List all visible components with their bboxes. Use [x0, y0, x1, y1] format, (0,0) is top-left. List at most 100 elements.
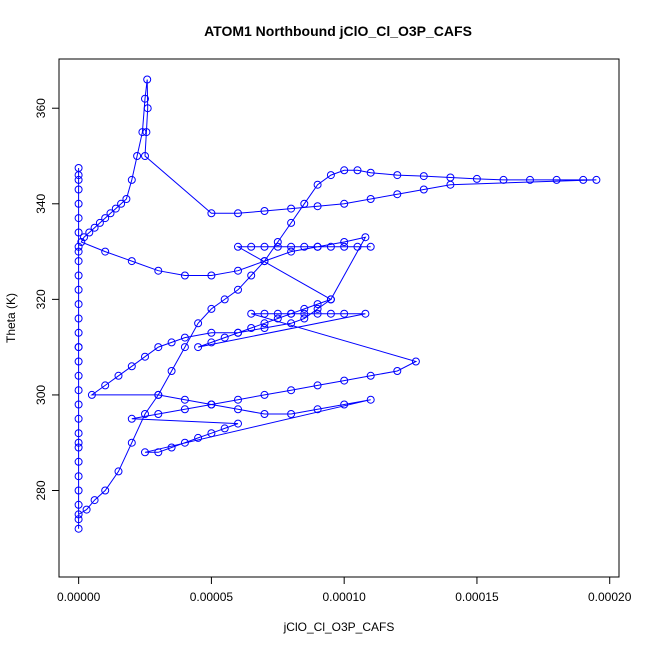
data-point [207, 328, 216, 337]
data-point [300, 199, 309, 208]
data-point [326, 295, 335, 304]
data-point [101, 381, 110, 390]
data-point [313, 202, 322, 211]
data-point [260, 390, 269, 399]
plot-frame [58, 58, 620, 578]
y-tick-label: 320 [34, 289, 48, 309]
data-point [300, 242, 309, 251]
data-point [393, 171, 402, 180]
data-point [361, 233, 370, 242]
data-point [74, 515, 83, 524]
data-point [180, 333, 189, 342]
data-point [247, 324, 256, 332]
y-axis: 280 300 320 340 360 [34, 98, 60, 501]
data-point [300, 309, 309, 318]
data-point [138, 128, 147, 137]
data-point [207, 271, 216, 280]
data-point [260, 242, 269, 251]
data-point [180, 271, 189, 280]
data-point [287, 386, 296, 395]
data-point [592, 175, 601, 184]
data-point [300, 304, 309, 313]
data-point [446, 180, 455, 189]
x-axis-label: jClO_Cl_O3P_CAFS [283, 620, 395, 634]
data-point [220, 424, 229, 433]
data-point [247, 242, 256, 251]
data-point [247, 271, 256, 280]
data-point [74, 343, 83, 352]
data-point [313, 300, 322, 309]
data-point [74, 242, 83, 251]
data-point [340, 376, 349, 385]
data-point [499, 175, 508, 184]
data-point [526, 175, 534, 184]
y-tick-label: 340 [34, 193, 48, 213]
data-point [313, 405, 322, 414]
data-point [154, 266, 163, 275]
data-point [85, 228, 94, 237]
data-point [74, 328, 83, 337]
x-tick-label: 0.00010 [322, 590, 366, 604]
data-point [114, 371, 123, 380]
data-point [74, 472, 83, 481]
data-point [141, 152, 149, 160]
data-point [234, 242, 242, 251]
data-point [74, 164, 83, 172]
data-point [287, 410, 296, 418]
data-point [411, 357, 420, 366]
data-point [74, 185, 83, 194]
data-point [111, 204, 120, 213]
data-point [167, 367, 176, 375]
data-point [142, 128, 151, 137]
data-point [82, 505, 91, 514]
data-point [552, 175, 561, 184]
data-point [154, 410, 163, 418]
data-point [366, 168, 375, 177]
data-point [340, 238, 349, 246]
data-point [313, 309, 322, 318]
data-point [74, 175, 83, 184]
data-point [74, 357, 83, 366]
data-point [234, 328, 242, 337]
y-axis-label: Theta (K) [4, 293, 18, 343]
data-point [74, 510, 83, 519]
data-point [340, 199, 349, 208]
data-point [106, 209, 115, 218]
data-point [114, 467, 123, 476]
data-point [393, 367, 402, 375]
data-point [207, 209, 216, 218]
data-point [340, 309, 349, 318]
data-point [366, 371, 375, 380]
x-tick-label: 0.00005 [190, 590, 234, 604]
data-point [180, 438, 189, 447]
data-point [74, 429, 83, 438]
data-point [143, 104, 152, 113]
data-point [220, 295, 229, 304]
y-tick-label: 280 [34, 480, 48, 500]
data-point [127, 362, 136, 371]
x-tick-label: 0.00015 [455, 590, 499, 604]
data-point [340, 400, 349, 409]
data-point [579, 175, 588, 184]
data-point [260, 309, 269, 318]
data-point [287, 319, 296, 328]
data-point [234, 405, 242, 414]
data-point [234, 419, 242, 428]
data-point [260, 324, 269, 332]
data-point [74, 400, 83, 409]
data-point [154, 448, 163, 457]
data-point [260, 319, 269, 328]
data-point [287, 247, 296, 256]
data-point [154, 390, 163, 399]
data-point [101, 486, 110, 495]
data-point [260, 207, 269, 215]
data-point [101, 247, 110, 256]
data-point [167, 338, 176, 347]
data-point [287, 242, 296, 251]
data-point [74, 300, 83, 309]
data-point [326, 242, 335, 251]
data-point [353, 242, 362, 251]
data-point [419, 172, 428, 181]
data-point [180, 395, 189, 404]
data-point [122, 195, 131, 203]
